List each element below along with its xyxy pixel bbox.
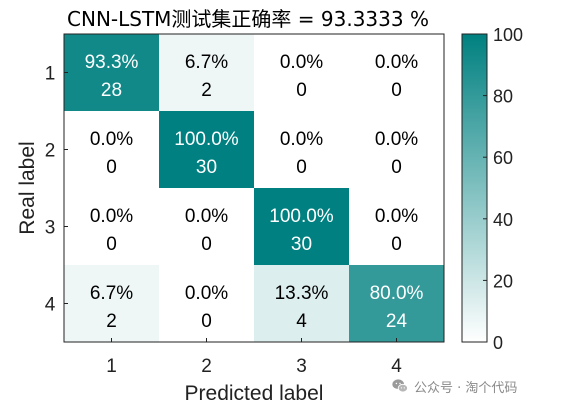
heatmap-cell-r1-c3 (254, 34, 349, 111)
cell-count-label: 0 (391, 157, 402, 178)
y-tick-label: 1 (45, 64, 56, 85)
cell-percent-label: 0.0% (185, 283, 228, 304)
y-axis-label: Real label (16, 141, 39, 234)
cell-count-label: 2 (201, 80, 212, 101)
cell-count-label: 2 (106, 311, 117, 332)
x-tick-label: 3 (296, 356, 307, 377)
cell-percent-label: 0.0% (90, 129, 133, 150)
cell-count-label: 0 (106, 157, 117, 178)
cell-count-label: 0 (296, 157, 307, 178)
heatmap-cell-r2-c1 (64, 111, 159, 188)
cell-count-label: 0 (201, 234, 212, 255)
cell-percent-label: 0.0% (90, 206, 133, 227)
colorbar-tick-label: 60 (493, 148, 513, 168)
cell-count-label: 0 (296, 80, 307, 101)
heatmap-cell-r3-c3 (254, 188, 349, 265)
heatmap-cell-r2-c2 (159, 111, 254, 188)
cell-count-label: 24 (386, 311, 408, 332)
watermark: 公众号 · 淘个代码 (391, 375, 517, 397)
wechat-icon (392, 379, 409, 393)
watermark-text: 公众号 · 淘个代码 (414, 380, 518, 396)
colorbar-tick-label: 100 (493, 25, 523, 45)
cell-count-label: 0 (391, 80, 402, 101)
colorbar-tick-label: 80 (493, 87, 513, 107)
cell-count-label: 28 (101, 80, 122, 101)
colorbar-tick-label: 40 (493, 210, 513, 230)
cell-percent-label: 6.7% (90, 283, 133, 304)
y-tick-label: 2 (45, 141, 56, 162)
matrix-frame (63, 33, 445, 343)
colorbar-tick-label: 20 (493, 271, 513, 291)
heatmap-cell-r4-c2 (159, 265, 254, 342)
cell-percent-label: 13.3% (275, 283, 329, 304)
heatmap-cell-r2-c3 (254, 111, 349, 188)
x-tick-label: 2 (201, 356, 212, 377)
cell-percent-label: 100.0% (269, 206, 334, 227)
cell-percent-label: 80.0% (370, 283, 424, 304)
cell-percent-label: 0.0% (280, 129, 323, 150)
y-tick-label: 3 (45, 218, 56, 239)
colorbar (461, 33, 488, 343)
heatmap-cell-r3-c2 (159, 188, 254, 265)
heatmap-cell-r3-c1 (64, 188, 159, 265)
colorbar-tick-label: 0 (493, 333, 503, 353)
x-tick-label: 4 (391, 356, 402, 377)
x-tick-label: 1 (106, 356, 117, 377)
heatmap-cell-r4-c1 (64, 265, 159, 342)
cell-percent-label: 0.0% (185, 206, 228, 227)
heatmap-cell-r3-c4 (349, 188, 444, 265)
y-tick-label: 4 (45, 295, 56, 316)
heatmap-cell-r1-c2 (159, 34, 254, 111)
cell-percent-label: 93.3% (85, 52, 139, 73)
cell-count-label: 4 (296, 311, 307, 332)
heatmap-cell-r2-c4 (349, 111, 444, 188)
cell-count-label: 30 (291, 234, 312, 255)
cell-percent-label: 100.0% (174, 129, 239, 150)
cell-percent-label: 0.0% (375, 206, 418, 227)
heatmap-cell-r4-c3 (254, 265, 349, 342)
heatmap-cell-r1-c1 (64, 34, 159, 111)
cell-percent-label: 0.0% (280, 52, 323, 73)
cell-count-label: 0 (106, 234, 117, 255)
heatmap-cell-r4-c4 (349, 265, 444, 342)
cell-percent-label: 0.0% (375, 52, 418, 73)
x-axis-label: Predicted label (185, 382, 324, 405)
chart-title: CNN-LSTM测试集正确率 = 93.3333 % (67, 7, 429, 31)
cell-count-label: 30 (196, 157, 217, 178)
cell-percent-label: 0.0% (375, 129, 418, 150)
cell-percent-label: 6.7% (185, 52, 228, 73)
cell-count-label: 0 (391, 234, 402, 255)
heatmap-cell-r1-c4 (349, 34, 444, 111)
cell-count-label: 0 (201, 311, 212, 332)
